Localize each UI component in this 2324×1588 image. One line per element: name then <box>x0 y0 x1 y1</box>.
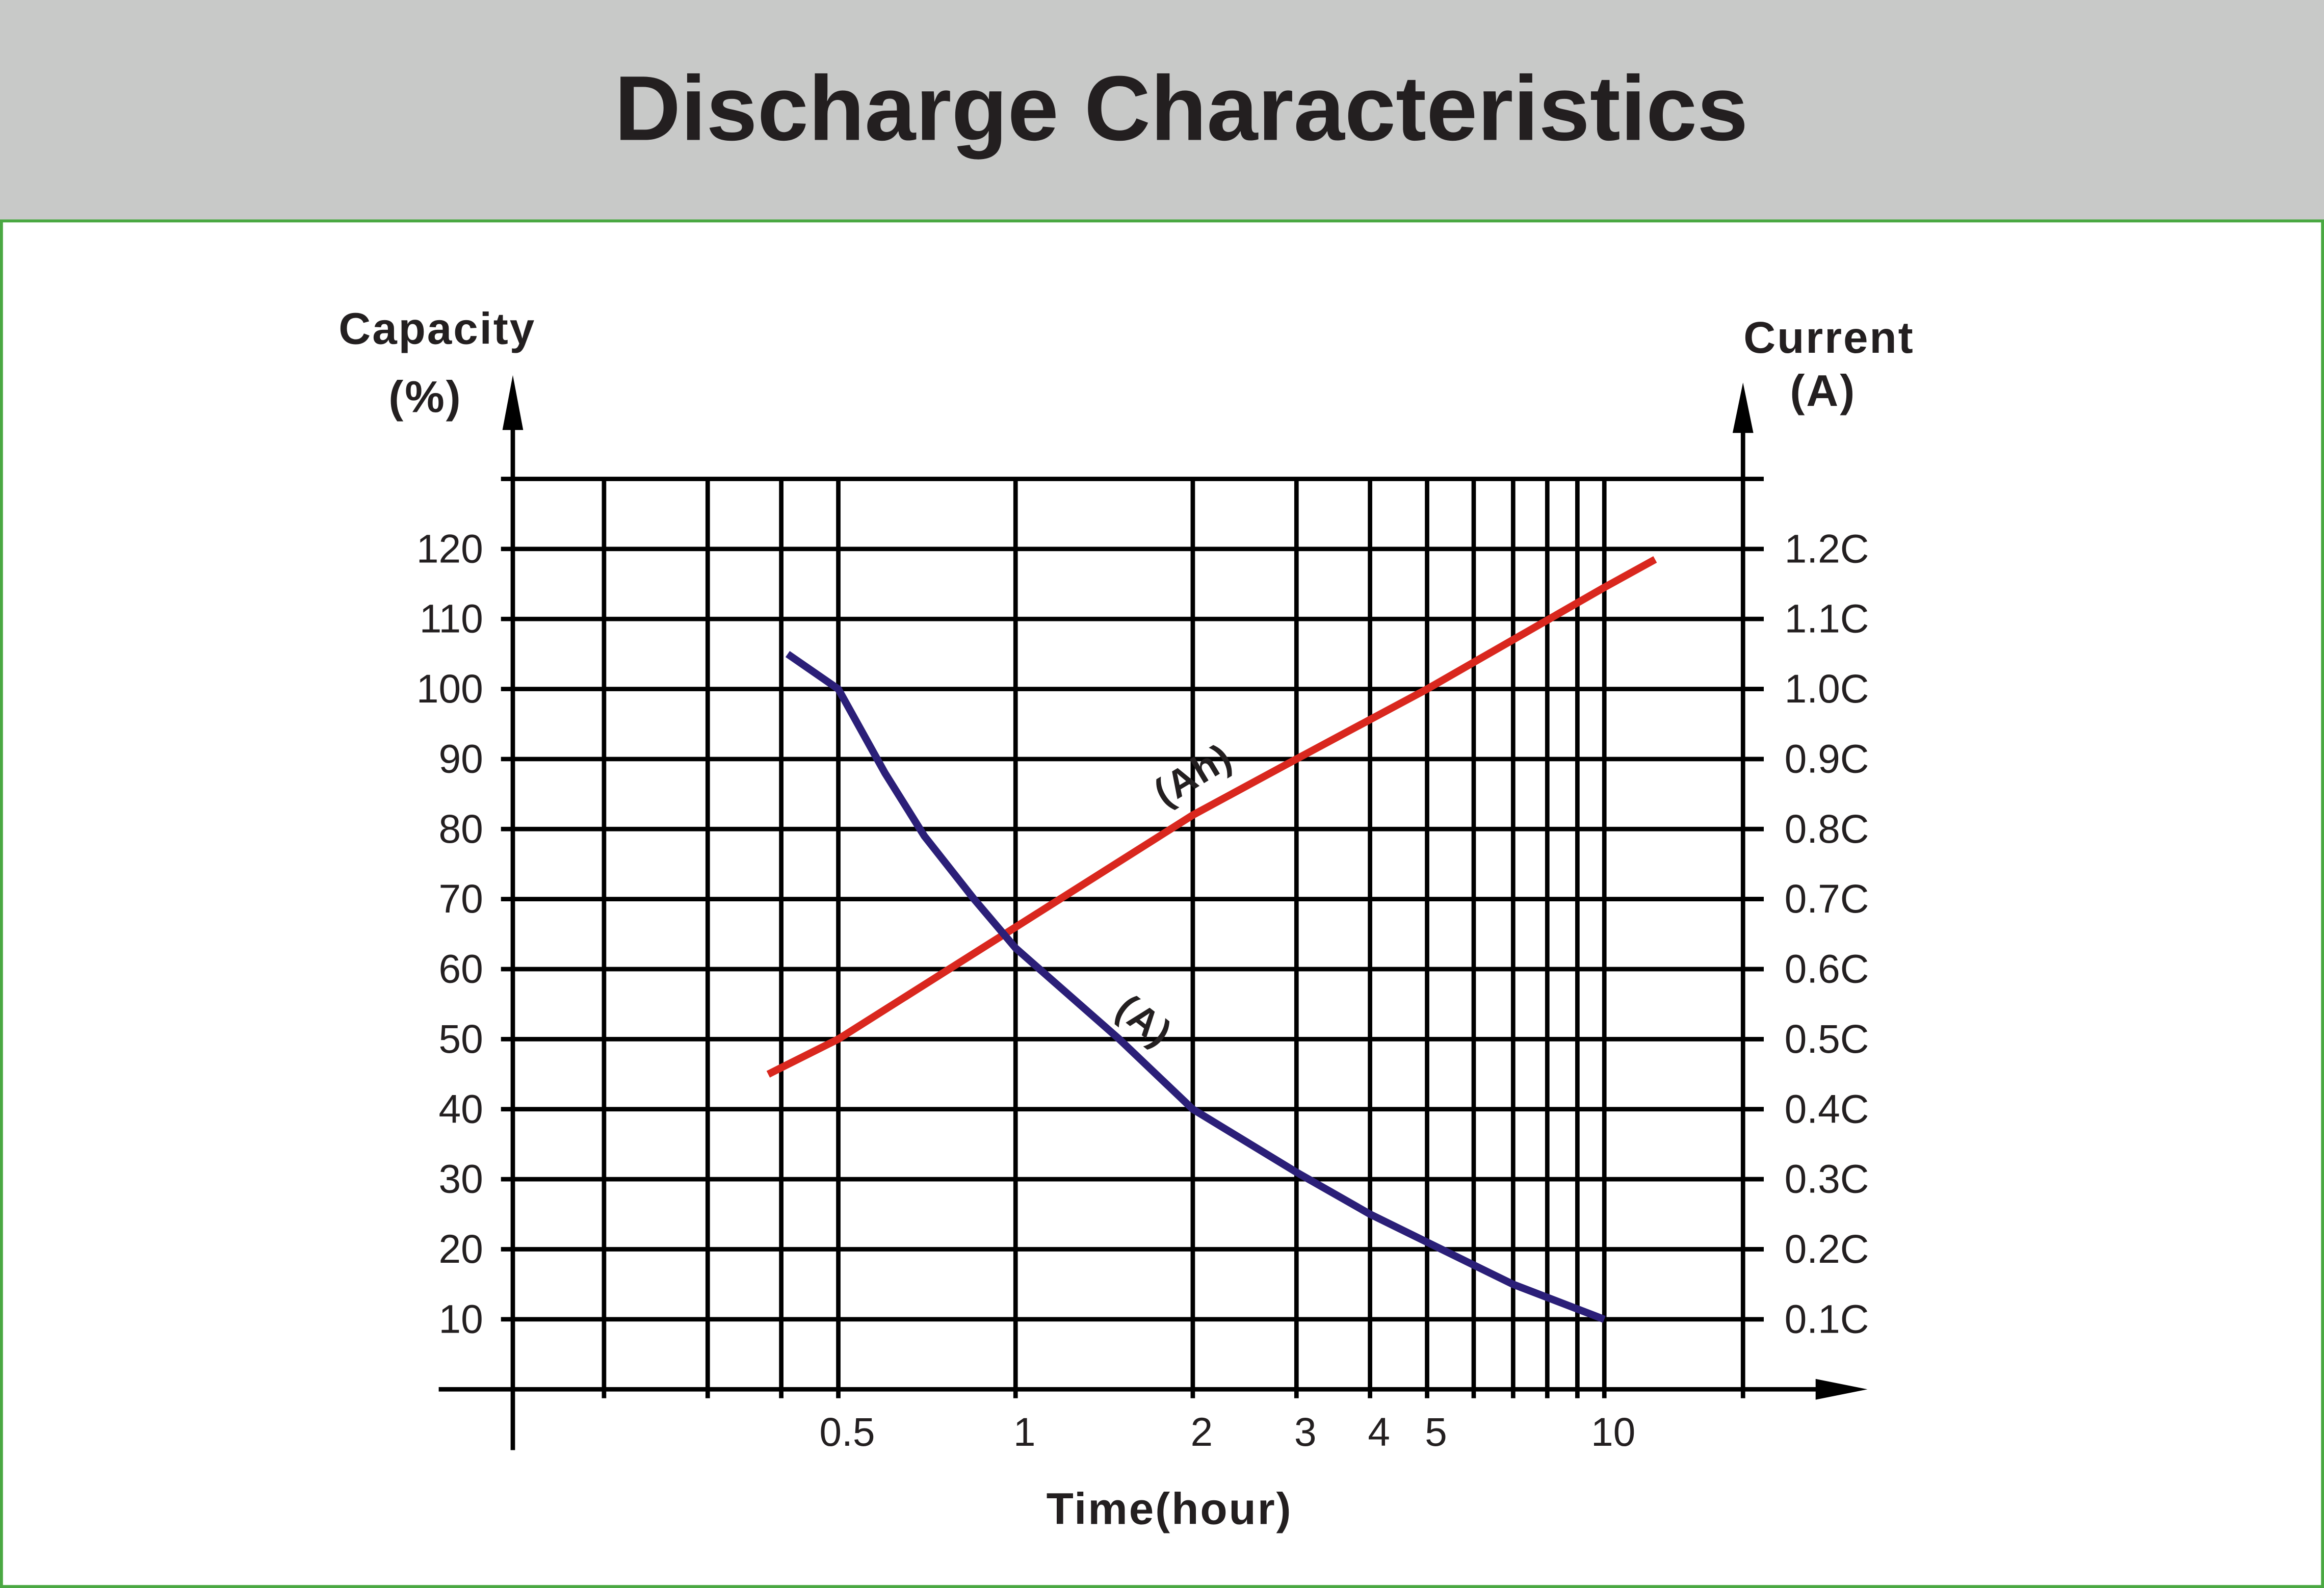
x-tick-label: 0.5 <box>819 1410 875 1454</box>
y-tick-label: 10 <box>439 1296 483 1341</box>
x-axis-label: Time(hour) <box>1047 1485 1293 1534</box>
y-tick-label: 20 <box>439 1227 483 1271</box>
y-tick-label: 120 <box>416 526 483 571</box>
y2-tick-label: 0.5C <box>1785 1017 1869 1061</box>
data-line <box>766 556 1657 1078</box>
header-band <box>0 0 2324 220</box>
y-tick-label: 80 <box>439 806 483 851</box>
y-tick-label: 50 <box>439 1017 483 1061</box>
y2-tick-label: 0.6C <box>1785 947 1869 992</box>
axes <box>438 422 1826 1450</box>
y2-axis-label: Current <box>1743 313 1914 362</box>
y2-tick-label: 0.4C <box>1785 1086 1869 1131</box>
y2-tick-label: 0.9C <box>1785 736 1869 781</box>
y2-tick-label: 1.2C <box>1785 526 1869 571</box>
y2-tick-label: 1.1C <box>1785 596 1869 641</box>
y2-tick-label: 0.2C <box>1785 1227 1869 1271</box>
x-tick-label: 3 <box>1294 1410 1317 1454</box>
y2-axis-label: (A) <box>1790 367 1856 416</box>
x-tick-label: 5 <box>1425 1410 1447 1454</box>
y-axis-label: Capacity <box>338 304 536 354</box>
y2-axis-arrow <box>1732 382 1754 433</box>
grid <box>501 477 1764 1398</box>
y-tick-label: 100 <box>416 666 483 711</box>
y2-tick-label: 0.7C <box>1785 876 1869 921</box>
data-line <box>785 650 1606 1323</box>
y-axis-arrow <box>502 375 524 430</box>
x-tick-label: 2 <box>1191 1410 1213 1454</box>
x-tick-label: 10 <box>1591 1410 1635 1454</box>
chart-frame <box>0 219 2324 1588</box>
x-tick-label: 1 <box>1013 1410 1036 1454</box>
y-tick-label: 110 <box>420 596 483 641</box>
chart-title: Discharge Characteristics <box>614 57 1748 160</box>
y2-tick-label: 0.8C <box>1785 806 1869 851</box>
y2-tick-label: 1.0C <box>1785 666 1869 711</box>
y-tick-label: 90 <box>439 736 483 781</box>
y-axis-label: (%) <box>388 372 462 422</box>
x-tick-label: 4 <box>1368 1410 1390 1454</box>
y-tick-label: 40 <box>439 1086 483 1131</box>
y2-tick-label: 0.1C <box>1785 1296 1869 1341</box>
y2-tick-label: 0.3C <box>1785 1157 1869 1202</box>
y-tick-label: 60 <box>439 947 483 992</box>
y-tick-label: 70 <box>439 876 483 921</box>
y-tick-label: 30 <box>439 1157 483 1202</box>
x-axis-arrow <box>1815 1378 1868 1400</box>
